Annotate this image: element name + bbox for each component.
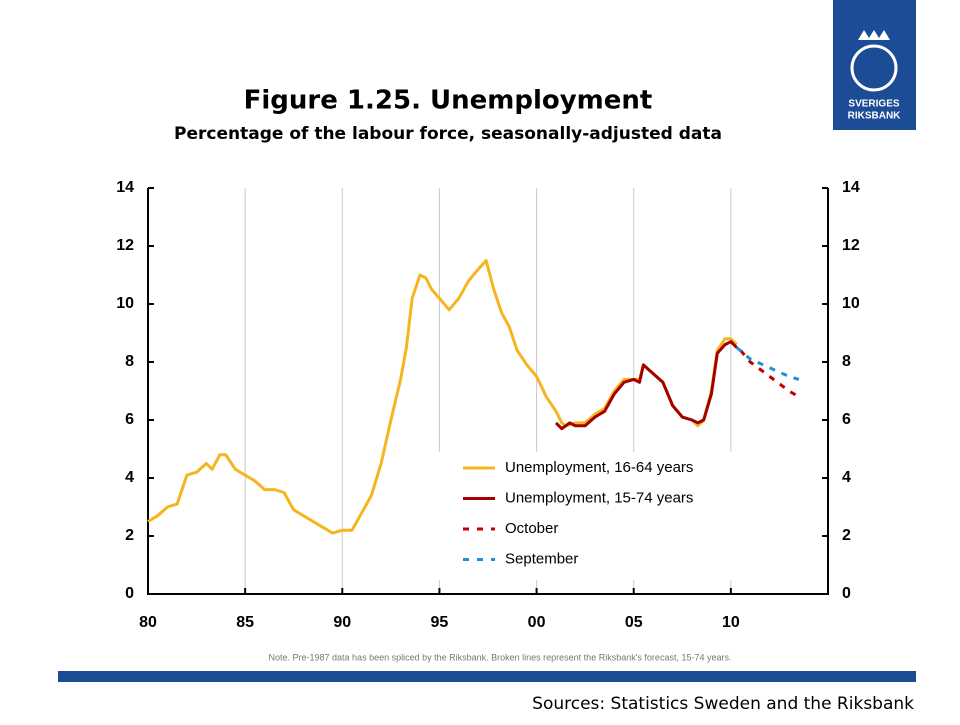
y-tick-label: 0 [125, 585, 134, 602]
legend-box [432, 452, 758, 580]
logo-text: RIKSBANK [848, 111, 902, 122]
x-tick-label: 80 [139, 614, 157, 631]
y2-tick-label: 8 [842, 353, 851, 370]
axes-frame [147, 188, 829, 595]
legend-label: Unemployment, 15-74 years [505, 489, 693, 506]
y-tick-label: 6 [125, 411, 134, 428]
chart-title: Figure 1.25. Unemployment [244, 86, 653, 116]
y-tick-label: 12 [116, 237, 134, 254]
x-tick-label: 10 [722, 614, 740, 631]
legend-label: September [505, 550, 578, 567]
logo-emblem [850, 44, 898, 92]
y2-tick-label: 6 [842, 411, 851, 428]
y2-tick-label: 4 [842, 469, 851, 486]
y-tick-label: 2 [125, 527, 134, 544]
footer-bar [58, 671, 916, 682]
source: Sources: Statistics Sweden and the Riksb… [532, 694, 914, 714]
y2-tick-label: 10 [842, 295, 860, 312]
x-tick-label: 95 [431, 614, 449, 631]
y-tick-label: 8 [125, 353, 134, 370]
series-line [735, 346, 800, 381]
x-tick-label: 85 [236, 614, 254, 631]
legend-label: Unemployment, 16-64 years [505, 459, 693, 476]
y2-tick-label: 14 [842, 179, 860, 196]
logo-text: SVERIGES [848, 99, 899, 110]
series-line [554, 340, 738, 431]
y-tick-label: 10 [116, 295, 134, 312]
chart-subtitle: Percentage of the labour force, seasonal… [174, 124, 722, 144]
x-tick-label: 90 [333, 614, 351, 631]
y-tick-label: 14 [116, 179, 134, 196]
y-tick-label: 4 [125, 469, 134, 486]
x-tick-label: 05 [625, 614, 643, 631]
x-tick-label: 00 [528, 614, 546, 631]
logo-box [833, 0, 916, 130]
series-line [739, 349, 800, 399]
y2-tick-label: 12 [842, 237, 860, 254]
y2-tick-label: 2 [842, 527, 851, 544]
y2-tick-label: 0 [842, 585, 851, 602]
note: Note. Pre-1987 data has been spliced by … [269, 652, 732, 662]
legend-label: October [505, 520, 558, 537]
logo-crown [858, 30, 890, 40]
